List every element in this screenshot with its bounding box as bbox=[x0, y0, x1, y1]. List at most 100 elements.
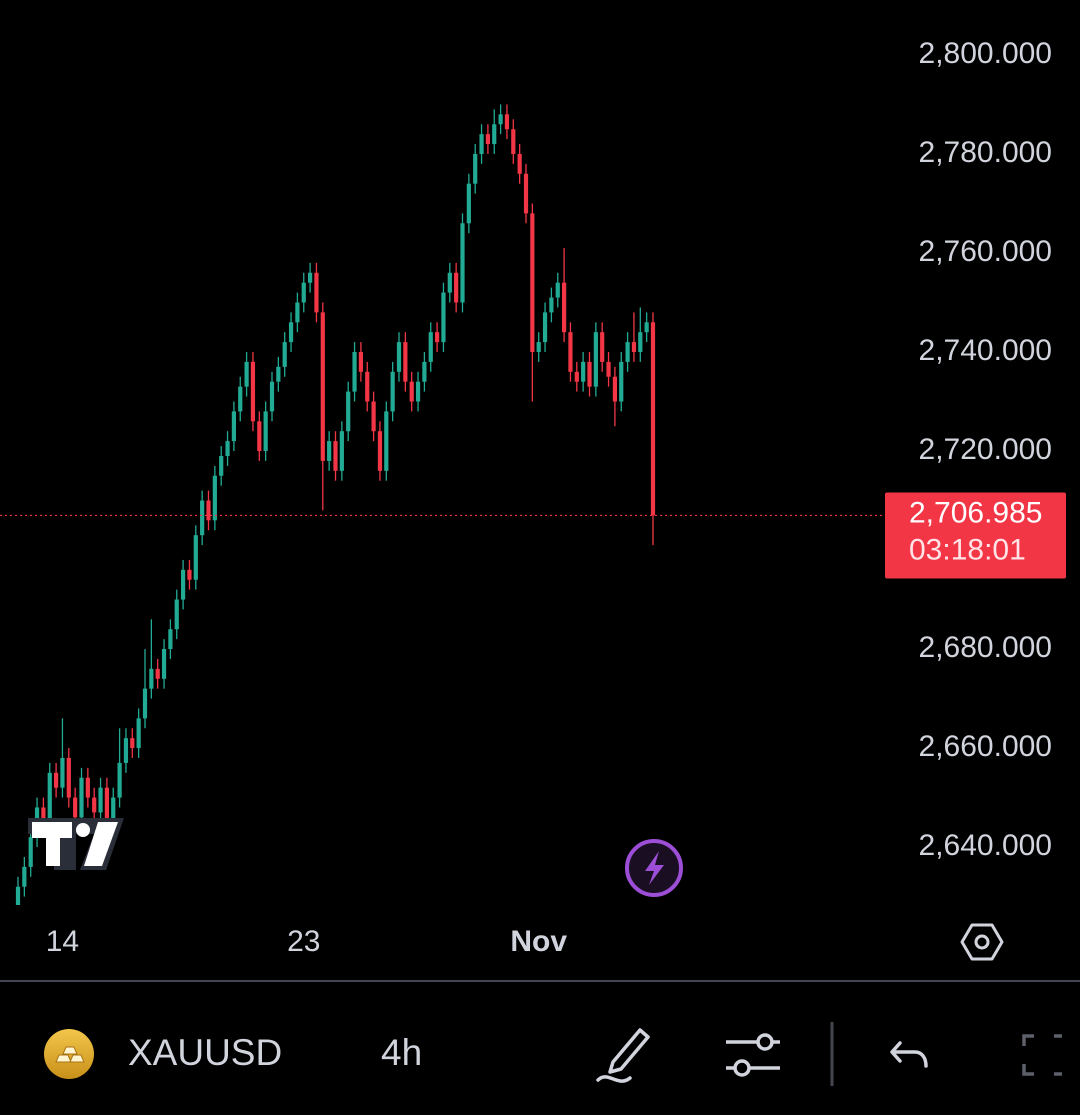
symbol-name[interactable]: XAUUSD bbox=[128, 1032, 282, 1073]
candle-body bbox=[339, 431, 344, 471]
candle-body bbox=[511, 129, 516, 154]
candle-body bbox=[47, 772, 52, 828]
tradingview-logo bbox=[28, 818, 124, 870]
last-price-label: 2,706.985 bbox=[909, 496, 1042, 529]
y-tick-label: 2,640.000 bbox=[919, 829, 1052, 862]
candle-body bbox=[136, 718, 141, 749]
candle-body bbox=[542, 312, 548, 343]
candle-body bbox=[206, 500, 211, 521]
candle-body bbox=[390, 371, 395, 412]
candle-body bbox=[435, 332, 440, 343]
candle-body bbox=[327, 441, 332, 461]
candle-body bbox=[276, 366, 281, 382]
candle-body bbox=[638, 332, 643, 352]
candle-body bbox=[625, 342, 630, 362]
candle-body bbox=[130, 738, 135, 749]
x-tick-label: Nov bbox=[510, 925, 567, 958]
candle-body bbox=[422, 361, 427, 382]
y-tick-label: 2,740.000 bbox=[919, 334, 1052, 367]
symbol-icon[interactable] bbox=[44, 1029, 94, 1079]
candle-body bbox=[403, 342, 408, 382]
candle-body bbox=[98, 787, 103, 813]
candle-body bbox=[409, 381, 414, 402]
lightning-button[interactable] bbox=[625, 839, 683, 897]
candle-body bbox=[174, 599, 179, 630]
candle-body bbox=[600, 332, 605, 362]
candle-body bbox=[644, 322, 649, 333]
candle-body bbox=[85, 777, 90, 798]
candle-body bbox=[282, 342, 287, 367]
candle-body bbox=[28, 837, 33, 867]
candle-body bbox=[358, 351, 363, 372]
candle-body bbox=[447, 272, 452, 293]
candle-body bbox=[504, 114, 510, 130]
chart-settings-button[interactable] bbox=[960, 923, 1004, 961]
y-tick-label: 2,760.000 bbox=[919, 235, 1052, 268]
candle-body bbox=[193, 535, 198, 580]
candle-body bbox=[384, 411, 389, 471]
plot-area bbox=[15, 104, 656, 905]
undo-button[interactable] bbox=[890, 1041, 928, 1068]
x-tick-label: 14 bbox=[46, 925, 79, 958]
candle-body bbox=[250, 361, 256, 422]
candle-body bbox=[79, 777, 84, 818]
candle-body bbox=[568, 332, 573, 372]
last-price-box bbox=[885, 492, 1066, 579]
candle-body bbox=[454, 272, 459, 303]
y-tick-label: 2,780.000 bbox=[919, 136, 1052, 169]
candle-body bbox=[257, 421, 262, 452]
y-tick-label: 2,680.000 bbox=[919, 631, 1052, 664]
candle-body bbox=[238, 386, 243, 412]
x-tick-label: 23 bbox=[287, 925, 320, 958]
candle-body bbox=[60, 757, 65, 788]
candle-body bbox=[619, 361, 624, 402]
y-tick-label: 2,800.000 bbox=[919, 37, 1052, 70]
candle-body bbox=[536, 342, 541, 352]
candle-body bbox=[123, 738, 129, 763]
candle-body bbox=[295, 302, 300, 323]
candle-body bbox=[485, 134, 490, 145]
candle-body bbox=[517, 153, 522, 174]
candle-body bbox=[212, 475, 217, 521]
candle-body bbox=[631, 342, 637, 352]
interval[interactable]: 4h bbox=[381, 1032, 422, 1073]
candle-body bbox=[92, 797, 97, 813]
candle-body bbox=[288, 322, 294, 343]
candle-body bbox=[587, 361, 592, 387]
indicators-button[interactable] bbox=[726, 1033, 780, 1077]
candle-body bbox=[200, 500, 205, 536]
bar-countdown: 03:18:01 bbox=[909, 533, 1026, 566]
candle-body bbox=[441, 292, 446, 343]
candle-body bbox=[117, 762, 122, 798]
candle-body bbox=[244, 361, 249, 387]
candle-body bbox=[161, 649, 167, 679]
candle-body bbox=[606, 361, 611, 377]
candle-body bbox=[574, 371, 579, 382]
candle-body bbox=[562, 282, 567, 333]
candle-body bbox=[111, 797, 116, 823]
candle-body bbox=[22, 866, 27, 887]
candle-body bbox=[168, 629, 173, 650]
candle-body bbox=[41, 807, 46, 828]
candle-body bbox=[530, 213, 535, 352]
candle-body bbox=[263, 411, 268, 452]
candle-body bbox=[581, 361, 586, 382]
candle-body bbox=[149, 668, 154, 689]
candle-body bbox=[549, 297, 554, 313]
candle-body bbox=[155, 668, 160, 679]
candle-body bbox=[460, 223, 465, 303]
candle-body bbox=[269, 381, 275, 412]
candle-body bbox=[428, 332, 433, 362]
fullscreen-button[interactable] bbox=[1022, 1034, 1062, 1076]
candle-body bbox=[466, 183, 471, 224]
candle-body bbox=[333, 441, 338, 471]
candle-body bbox=[371, 401, 376, 432]
candle-body bbox=[473, 153, 478, 184]
candle-body bbox=[66, 757, 71, 798]
candle-body bbox=[377, 431, 383, 471]
drawing-tool-button[interactable] bbox=[596, 1028, 650, 1083]
candle-body bbox=[54, 772, 59, 788]
candle-body bbox=[187, 569, 192, 580]
